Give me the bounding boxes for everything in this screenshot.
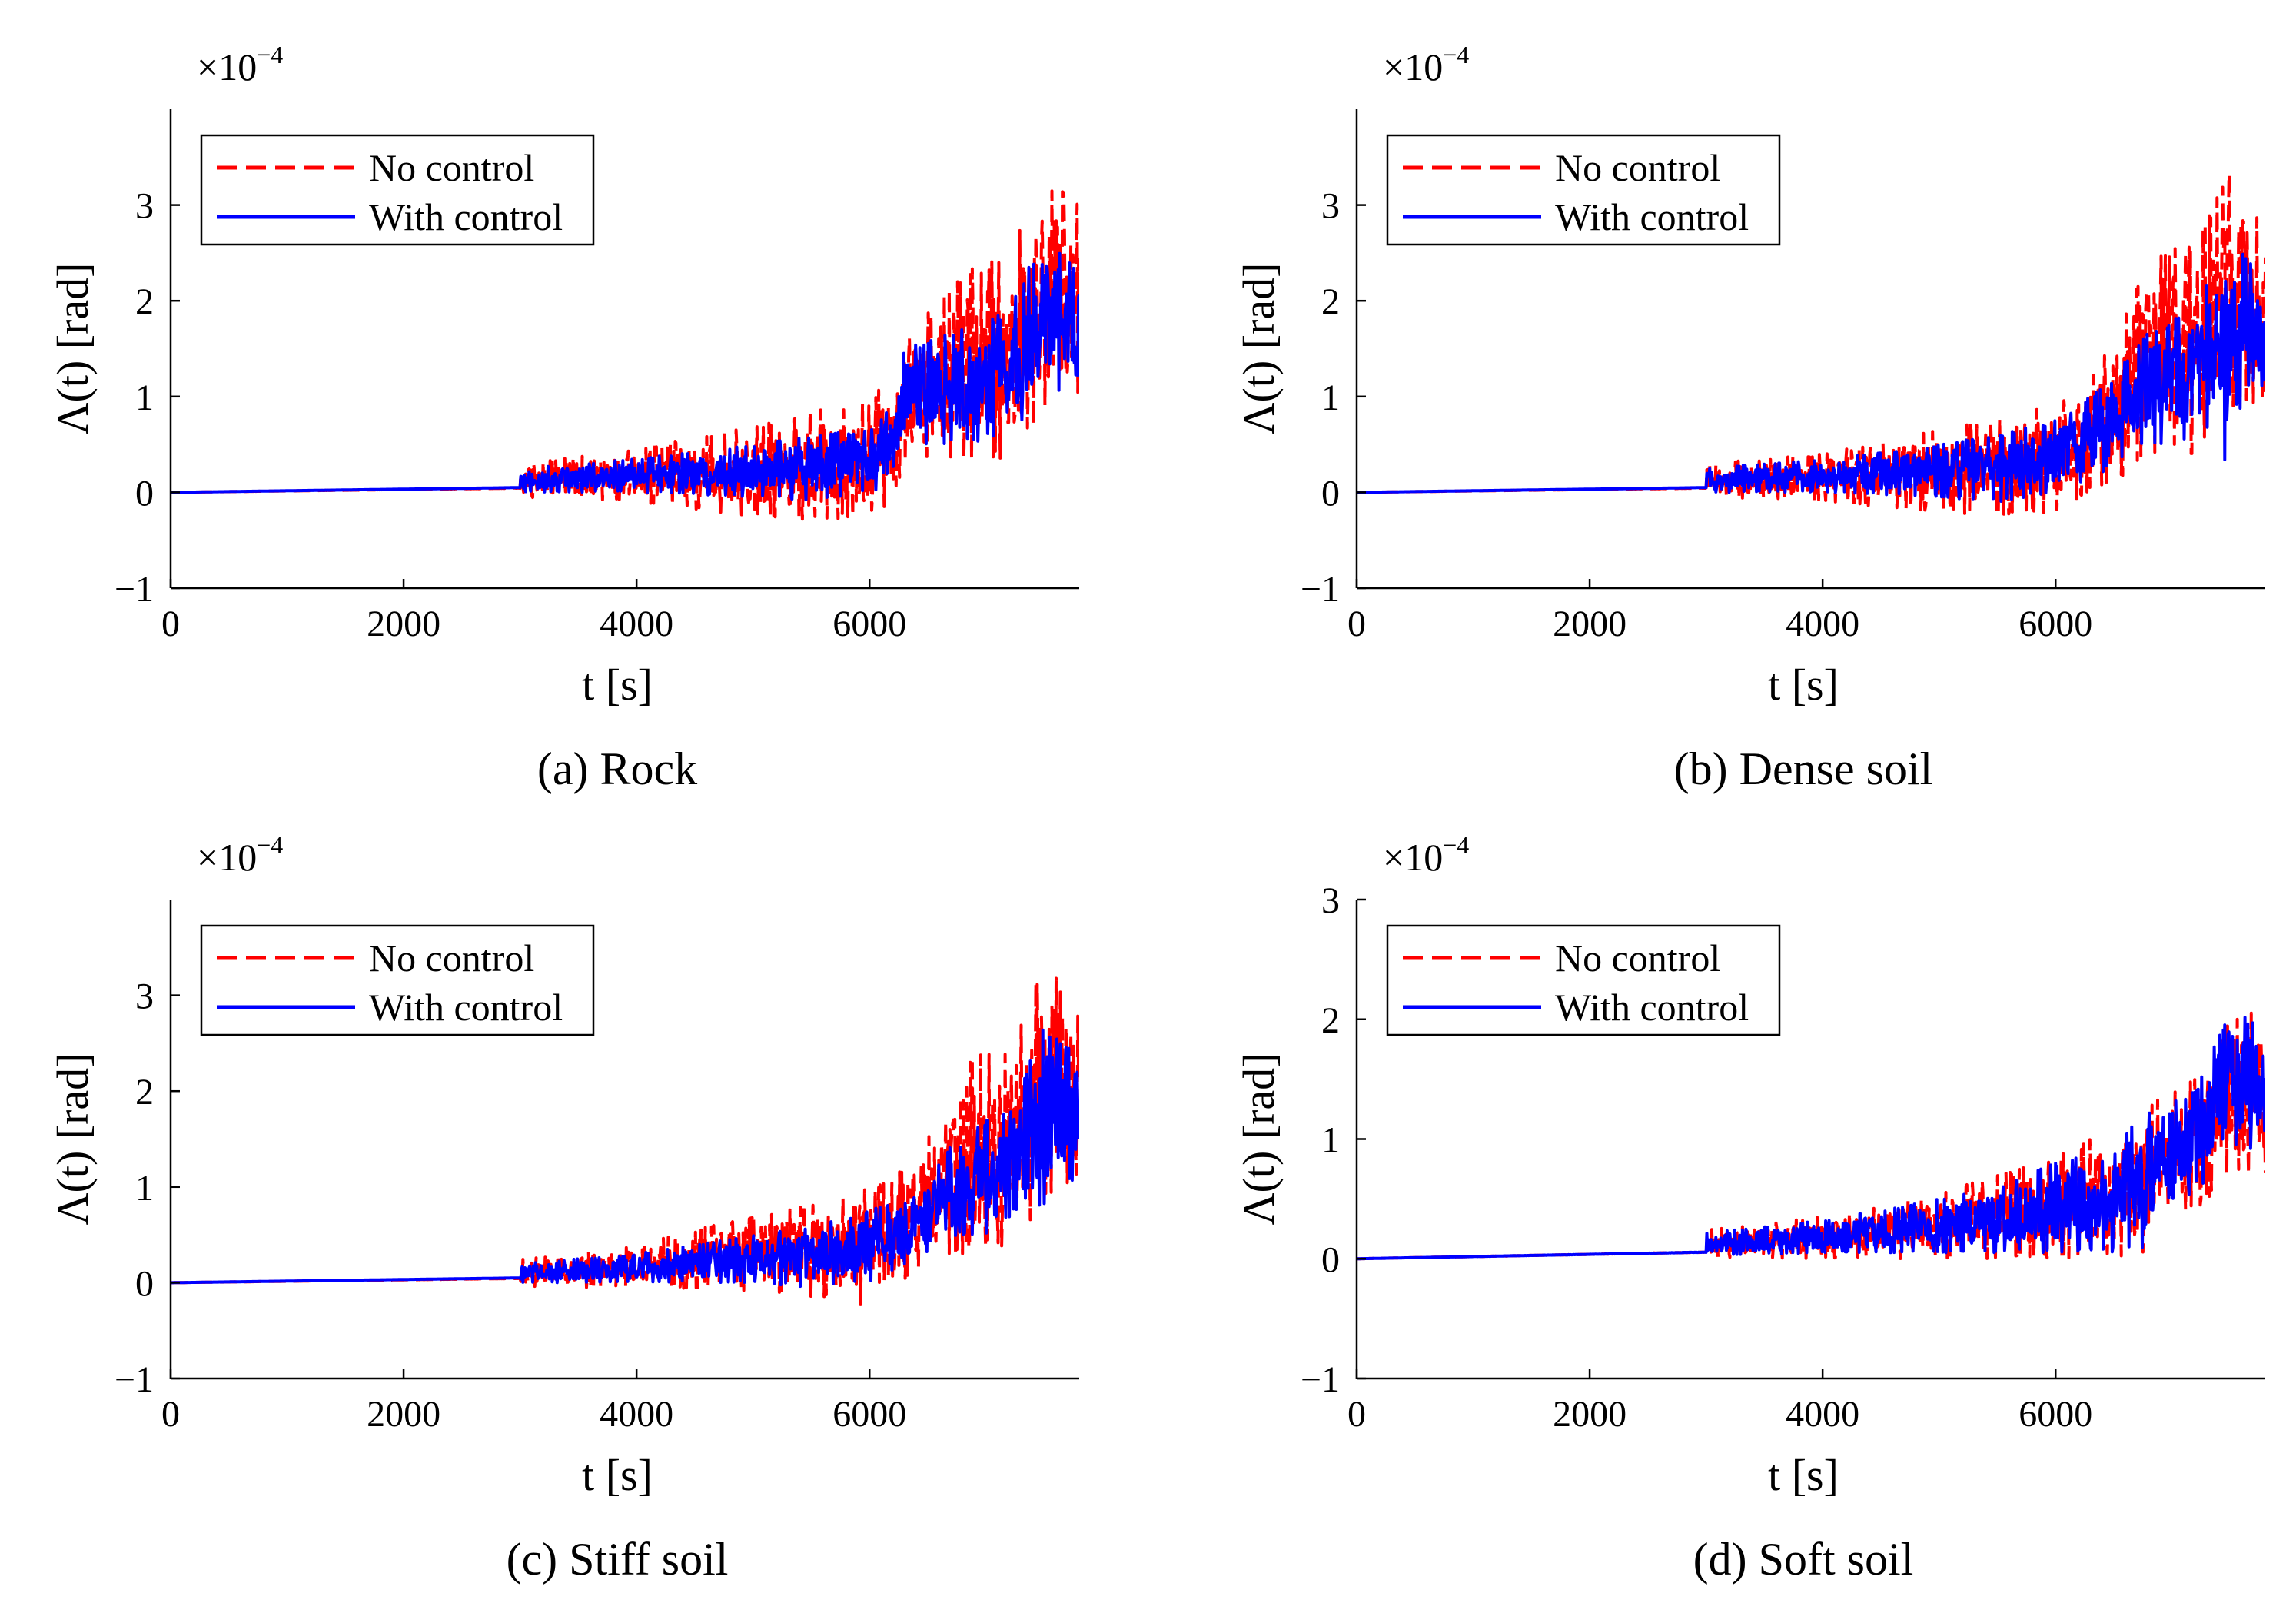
x-tick-label: 2000 bbox=[367, 1394, 440, 1435]
x-tick-label: 6000 bbox=[832, 604, 906, 644]
plot-area bbox=[1357, 172, 2265, 516]
legend-box bbox=[1386, 924, 1781, 1036]
y-multiplier: ×10−4 bbox=[197, 41, 283, 88]
legend-label-with-control: With control bbox=[1555, 195, 1749, 238]
y-tick-label: 2 bbox=[1321, 281, 1340, 322]
legend: No control With control bbox=[200, 134, 595, 246]
legend-label-with-control: With control bbox=[1555, 986, 1749, 1029]
y-tick-label: −1 bbox=[1301, 1359, 1340, 1400]
y-tick-label: −1 bbox=[1301, 569, 1340, 610]
y-tick-label: 0 bbox=[1321, 473, 1340, 514]
y-tick-label: 2 bbox=[1321, 1000, 1340, 1041]
y-tick-label: 1 bbox=[135, 377, 154, 418]
y-tick-label: 1 bbox=[1321, 377, 1340, 418]
legend-box bbox=[1386, 134, 1781, 246]
panel-caption: (d) Soft soil bbox=[1693, 1534, 1914, 1585]
y-tick-label: 0 bbox=[1321, 1239, 1340, 1280]
panel-caption: (c) Stiff soil bbox=[507, 1534, 729, 1585]
x-axis-label: t [s] bbox=[582, 1450, 653, 1500]
x-tick-label: 2000 bbox=[1553, 1394, 1626, 1435]
x-tick-label: 2000 bbox=[367, 604, 440, 644]
x-tick-label: 4000 bbox=[1786, 604, 1859, 644]
x-tick-label: 0 bbox=[161, 604, 180, 644]
x-tick-label: 4000 bbox=[600, 1394, 673, 1435]
panel-caption: (b) Dense soil bbox=[1674, 743, 1933, 794]
y-multiplier: ×10−4 bbox=[1383, 831, 1469, 879]
legend-box bbox=[200, 134, 595, 246]
legend: No control With control bbox=[200, 924, 595, 1036]
x-tick-label: 0 bbox=[161, 1394, 180, 1435]
y-axis-label: Λ(t) [rad] bbox=[1234, 1053, 1284, 1226]
y-axis-label: Λ(t) [rad] bbox=[48, 263, 98, 435]
x-tick-label: 0 bbox=[1347, 604, 1366, 644]
y-multiplier: ×10−4 bbox=[1383, 41, 1469, 88]
y-tick-label: −1 bbox=[115, 569, 154, 610]
x-tick-label: 6000 bbox=[2019, 1394, 2092, 1435]
legend: No control With control bbox=[1386, 924, 1781, 1036]
y-multiplier: ×10−4 bbox=[197, 831, 283, 879]
legend-label-with-control: With control bbox=[369, 986, 563, 1029]
x-tick-label: 4000 bbox=[600, 604, 673, 644]
x-tick-label: 4000 bbox=[1786, 1394, 1859, 1435]
y-tick-label: 0 bbox=[135, 473, 154, 514]
x-axis-label: t [s] bbox=[582, 660, 653, 710]
y-tick-label: 2 bbox=[135, 1072, 154, 1112]
legend: No control With control bbox=[1386, 134, 1781, 246]
y-tick-label: 3 bbox=[135, 186, 154, 227]
x-tick-label: 6000 bbox=[2019, 604, 2092, 644]
legend-label-no-control: No control bbox=[369, 146, 534, 189]
series-with-control-line bbox=[171, 251, 1079, 501]
y-tick-label: 2 bbox=[135, 281, 154, 322]
series-with-control-line bbox=[1357, 1016, 2265, 1261]
y-tick-label: 3 bbox=[1321, 186, 1340, 227]
panel-caption: (a) Rock bbox=[537, 743, 697, 794]
x-axis-label: t [s] bbox=[1768, 1450, 1839, 1500]
plot-area bbox=[1357, 1011, 2265, 1261]
series-with-control-line bbox=[1357, 252, 2265, 503]
legend-label-no-control: No control bbox=[1555, 936, 1720, 979]
legend-label-with-control: With control bbox=[369, 195, 563, 238]
plot-area bbox=[171, 976, 1079, 1306]
y-tick-label: 3 bbox=[135, 976, 154, 1017]
x-tick-label: 2000 bbox=[1553, 604, 1626, 644]
x-tick-label: 0 bbox=[1347, 1394, 1366, 1435]
y-axis-label: Λ(t) [rad] bbox=[1234, 263, 1284, 435]
legend-label-no-control: No control bbox=[369, 936, 534, 979]
y-tick-label: 1 bbox=[1321, 1120, 1340, 1161]
y-tick-label: 1 bbox=[135, 1168, 154, 1209]
y-tick-label: 0 bbox=[135, 1263, 154, 1304]
y-axis-label: Λ(t) [rad] bbox=[48, 1053, 98, 1226]
y-tick-label: 3 bbox=[1321, 880, 1340, 921]
legend-box bbox=[200, 924, 595, 1036]
x-tick-label: 6000 bbox=[832, 1394, 906, 1435]
series-with-control-line bbox=[171, 1028, 1079, 1289]
plot-area bbox=[171, 189, 1079, 521]
y-tick-label: −1 bbox=[115, 1359, 154, 1400]
legend-label-no-control: No control bbox=[1555, 146, 1720, 189]
x-axis-label: t [s] bbox=[1768, 660, 1839, 710]
